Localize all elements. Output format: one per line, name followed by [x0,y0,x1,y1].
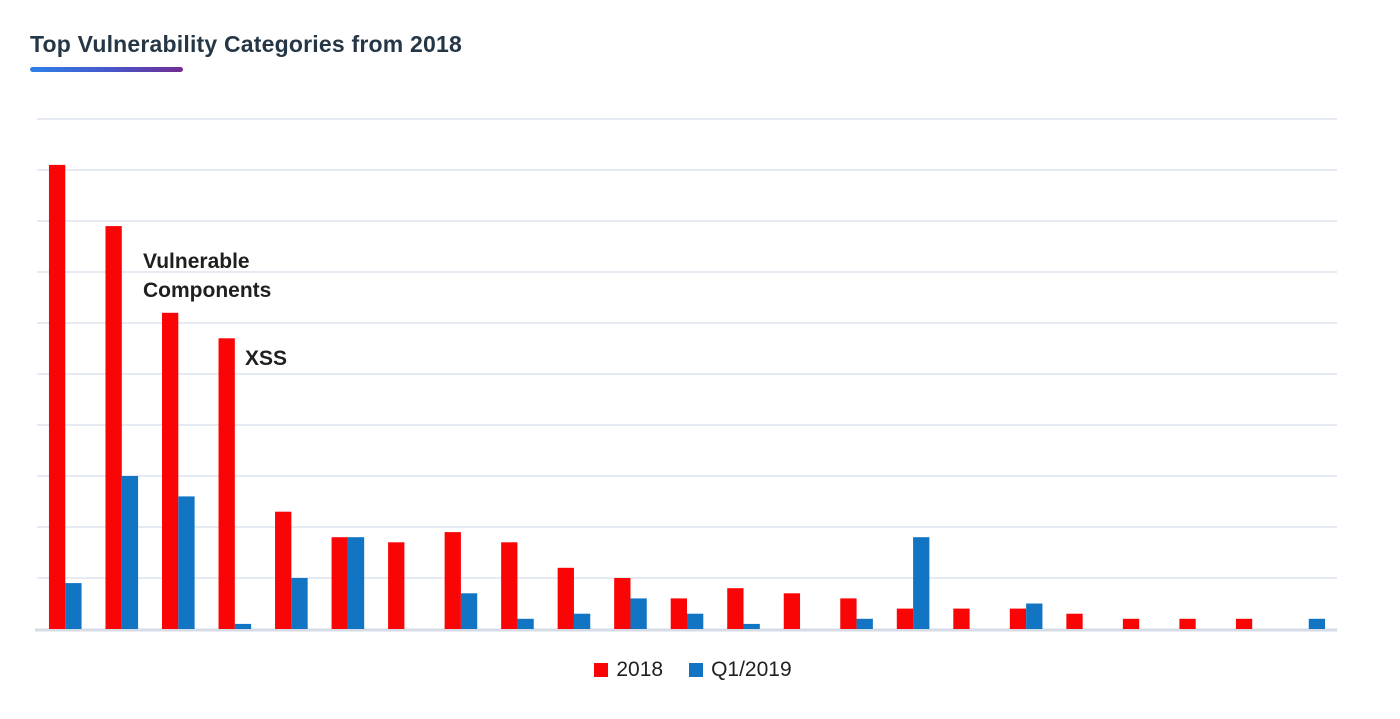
bar-q1-2019-10 [573,613,591,629]
bar-2018-16 [896,608,914,629]
bar-q1-2019-18 [1026,603,1043,629]
bar-2018-12 [670,598,687,629]
bar-2018-6 [331,537,348,629]
legend-item-2018: 2018 [594,658,663,682]
bar-2018-11 [614,578,631,629]
legend-label-q1-2019: Q1/2019 [711,658,792,681]
bar-2018-2 [105,226,122,629]
bar-q1-2019-13 [743,623,760,629]
bar-q1-2019-15 [856,618,873,629]
bar-2018-5 [275,511,292,629]
bar-2018-13 [727,588,744,629]
bar-2018-4 [218,338,235,629]
bar-q1-2019-5 [291,578,308,629]
title-underline-accent [30,67,183,72]
page-title: Top Vulnerability Categories from 2018 [30,31,462,58]
bar-q1-2019-2 [121,476,139,629]
bar-2018-22 [1235,618,1253,629]
legend-swatch-2018-icon [594,663,609,677]
bar-2018-7 [388,542,405,629]
bar-2018-17 [953,608,970,629]
bar-q1-2019-8 [460,593,478,629]
legend-item-q1-2019: Q1/2019 [689,658,792,682]
bar-q1-2019-11 [630,598,647,629]
bar-2018-1 [48,164,66,629]
bar-q1-2019-1 [65,583,82,629]
bar-q1-2019-4 [234,623,252,629]
bar-q1-2019-23 [1308,618,1326,629]
bar-q1-2019-16 [913,537,930,629]
bar-2018-14 [783,593,801,629]
chart-legend: 2018 Q1/2019 [0,658,1386,682]
bar-2018-20 [1122,618,1140,629]
legend-label-2018: 2018 [616,658,664,681]
bar-q1-2019-12 [687,613,704,629]
legend-swatch-q1-2019-icon [689,663,704,677]
bar-2018-8 [444,532,461,629]
annotation-xss: XSS [245,347,288,370]
bar-2018-18 [1009,608,1027,629]
bar-2018-9 [501,542,518,629]
bar-2018-3 [162,312,179,629]
bar-q1-2019-3 [178,496,195,629]
bar-2018-21 [1179,618,1196,629]
bar-2018-15 [840,598,857,629]
bar-2018-19 [1066,613,1083,629]
annotation-vulnerable-components: Vulnerable Components [143,250,272,302]
bar-q1-2019-6 [347,537,365,629]
bar-q1-2019-9 [517,618,534,629]
bar-2018-10 [557,567,574,629]
